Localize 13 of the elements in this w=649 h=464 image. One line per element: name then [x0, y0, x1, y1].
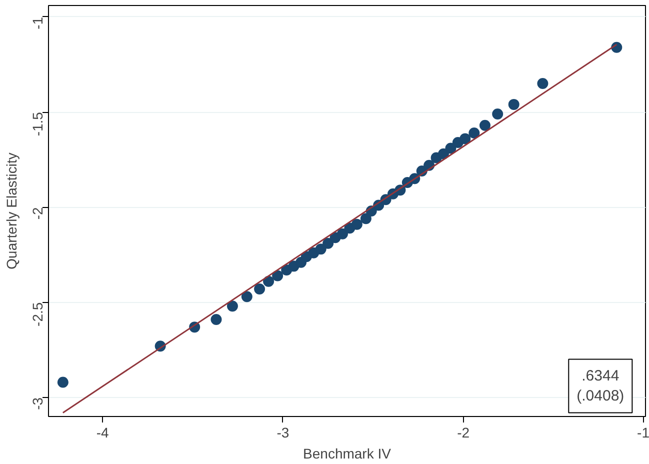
- x-tick-label: -3: [276, 424, 290, 440]
- annotation: (.0408): [576, 388, 624, 405]
- x-tick-label: -1: [637, 424, 649, 440]
- x-axis-title: Benchmark IV: [303, 446, 392, 462]
- x-tick-label: -4: [96, 424, 110, 440]
- y-tick-label: -1: [30, 16, 46, 30]
- y-tick-label: -1.5: [30, 112, 46, 136]
- y-tick-label: -2: [30, 206, 46, 220]
- y-axis-title: Quarterly Elasticity: [4, 152, 20, 270]
- annotation: .6344: [582, 367, 620, 384]
- y-tick-label: -2.5: [30, 302, 46, 326]
- x-tick-label: -2: [457, 424, 470, 440]
- y-tick-label: -3: [30, 397, 46, 410]
